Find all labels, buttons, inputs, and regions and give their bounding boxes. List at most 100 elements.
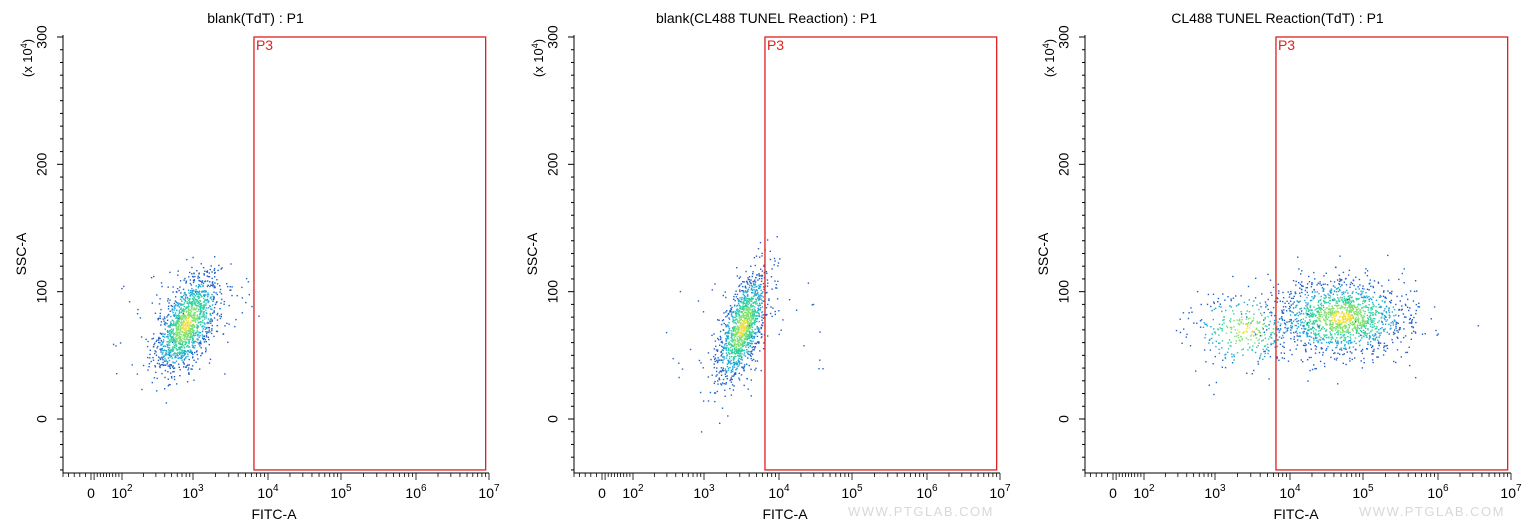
data-point	[733, 347, 736, 349]
data-point	[739, 289, 741, 291]
data-point	[754, 284, 756, 286]
data-point	[1340, 299, 1343, 301]
data-point	[208, 362, 211, 364]
data-points	[112, 256, 260, 404]
data-point	[213, 268, 216, 270]
data-point	[167, 314, 169, 317]
data-point	[1293, 331, 1295, 334]
data-point	[212, 300, 214, 302]
data-point	[1234, 335, 1236, 338]
data-point	[1224, 366, 1227, 369]
data-point	[1289, 309, 1291, 312]
data-point	[1362, 323, 1364, 325]
data-point	[760, 327, 762, 330]
data-point	[1272, 328, 1275, 330]
data-point	[1262, 339, 1264, 341]
data-point	[741, 353, 743, 355]
data-point	[739, 290, 741, 293]
data-point	[749, 333, 751, 335]
data-point	[178, 310, 181, 312]
data-point	[198, 295, 200, 298]
data-point	[177, 303, 180, 306]
data-point	[1261, 314, 1263, 316]
data-point	[182, 328, 184, 330]
data-point	[1326, 312, 1328, 314]
data-point	[726, 310, 728, 312]
data-point	[173, 334, 175, 336]
data-point	[765, 307, 768, 309]
data-point	[724, 324, 727, 326]
data-point	[1282, 345, 1284, 348]
data-point	[1344, 324, 1346, 326]
data-point	[1272, 306, 1275, 309]
data-point	[1412, 330, 1415, 332]
data-point	[1342, 339, 1345, 341]
data-point	[1314, 291, 1316, 293]
data-point	[1349, 294, 1352, 297]
data-point	[1326, 284, 1329, 286]
data-point	[1284, 323, 1286, 325]
data-point	[227, 341, 229, 343]
data-point	[1359, 304, 1361, 306]
data-point	[1254, 333, 1257, 335]
data-point	[1230, 306, 1232, 308]
data-point	[184, 316, 187, 318]
data-point	[732, 367, 734, 369]
data-point	[1361, 350, 1363, 352]
data-point	[754, 310, 757, 312]
data-point	[1208, 342, 1210, 344]
data-point	[1336, 326, 1338, 328]
data-point	[1315, 334, 1317, 337]
data-point	[818, 368, 820, 370]
x-tick-label: 104	[768, 483, 790, 501]
data-point	[752, 273, 754, 275]
data-point	[1296, 335, 1298, 337]
data-point	[1322, 337, 1324, 339]
data-point	[1339, 285, 1342, 288]
data-point	[742, 331, 745, 333]
data-point	[750, 305, 752, 307]
data-point	[1358, 278, 1361, 281]
data-point	[728, 347, 730, 350]
data-point	[749, 327, 751, 329]
data-point	[734, 322, 737, 324]
data-point	[745, 303, 747, 305]
data-point	[187, 323, 189, 325]
data-point	[208, 343, 210, 346]
data-point	[1229, 320, 1231, 322]
data-point	[1339, 322, 1341, 324]
data-point	[1261, 335, 1263, 337]
data-point	[1375, 310, 1377, 312]
data-point	[1325, 307, 1328, 309]
data-point	[748, 308, 750, 311]
data-point	[819, 359, 821, 361]
data-point	[1354, 323, 1356, 325]
data-point	[754, 292, 756, 294]
data-point	[185, 335, 187, 337]
data-point	[209, 313, 211, 316]
data-point	[165, 354, 167, 356]
data-point	[1349, 309, 1351, 312]
data-point	[1337, 307, 1339, 310]
data-point	[1183, 328, 1185, 330]
data-point	[168, 353, 170, 356]
data-point	[190, 311, 193, 313]
data-point	[713, 333, 715, 335]
data-point	[737, 339, 739, 341]
data-point	[745, 316, 748, 318]
data-point	[187, 317, 190, 319]
data-point	[1358, 327, 1361, 330]
data-point	[1306, 332, 1308, 335]
data-point	[1312, 337, 1315, 339]
data-point	[1316, 284, 1318, 286]
data-point	[179, 353, 181, 355]
data-point	[1349, 303, 1352, 305]
data-point	[216, 283, 219, 285]
data-point	[219, 308, 221, 310]
data-point	[738, 362, 741, 365]
data-point	[1361, 367, 1364, 369]
data-point	[230, 289, 232, 291]
data-point	[1218, 352, 1221, 354]
data-point	[736, 363, 738, 366]
data-point	[171, 377, 173, 379]
